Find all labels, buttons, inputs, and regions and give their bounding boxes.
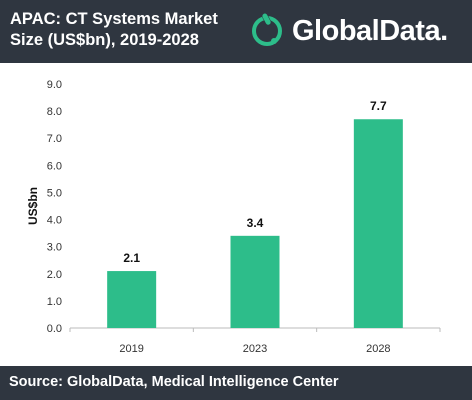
bar-chart: 0.0 1.0 2.0 3.0 4.0 5.0 6.0 7.0 8.0 9.0 US$bn 2.1 20… [26, 79, 441, 355]
y-tick-label: 1.0 [47, 296, 62, 308]
footer-bar: Source: GlobalData, Medical Intelligence… [0, 366, 472, 400]
y-tick-label: 4.0 [47, 215, 62, 227]
y-tick-label: 0.0 [47, 323, 62, 335]
y-tick-label: 8.0 [47, 106, 62, 118]
x-tick-label-2019: 2019 [119, 343, 143, 355]
y-tick-label: 5.0 [47, 187, 62, 199]
y-tick-label: 7.0 [47, 133, 62, 145]
chart-title: APAC: CT Systems Market Size (US$bn), 20… [10, 9, 240, 51]
title-line-2: Size (US$bn), 2019-2028 [10, 31, 199, 49]
y-tick-label: 9.0 [47, 79, 62, 91]
y-axis-label: US$bn [26, 187, 40, 225]
x-tick-label-2028: 2028 [366, 343, 390, 355]
x-tick-label-2023: 2023 [243, 343, 267, 355]
source-note: Source: GlobalData, Medical Intelligence… [9, 374, 339, 390]
logo-text: GlobalData. [292, 15, 448, 47]
header-bar: APAC: CT Systems Market Size (US$bn), 20… [0, 0, 472, 63]
globaldata-logo-icon [252, 13, 282, 46]
data-label-2019: 2.1 [123, 251, 140, 265]
y-tick-label: 2.0 [47, 269, 62, 281]
bar-2023 [230, 235, 280, 328]
bar-2028 [353, 119, 403, 328]
data-label-2023: 3.4 [247, 216, 264, 230]
data-label-2028: 7.7 [370, 99, 387, 113]
y-tick-label: 3.0 [47, 242, 62, 254]
bar-2019 [107, 271, 157, 328]
globaldata-logo: GlobalData. [248, 8, 468, 54]
title-line-1: APAC: CT Systems Market [10, 10, 218, 28]
y-tick-label: 6.0 [47, 160, 62, 172]
